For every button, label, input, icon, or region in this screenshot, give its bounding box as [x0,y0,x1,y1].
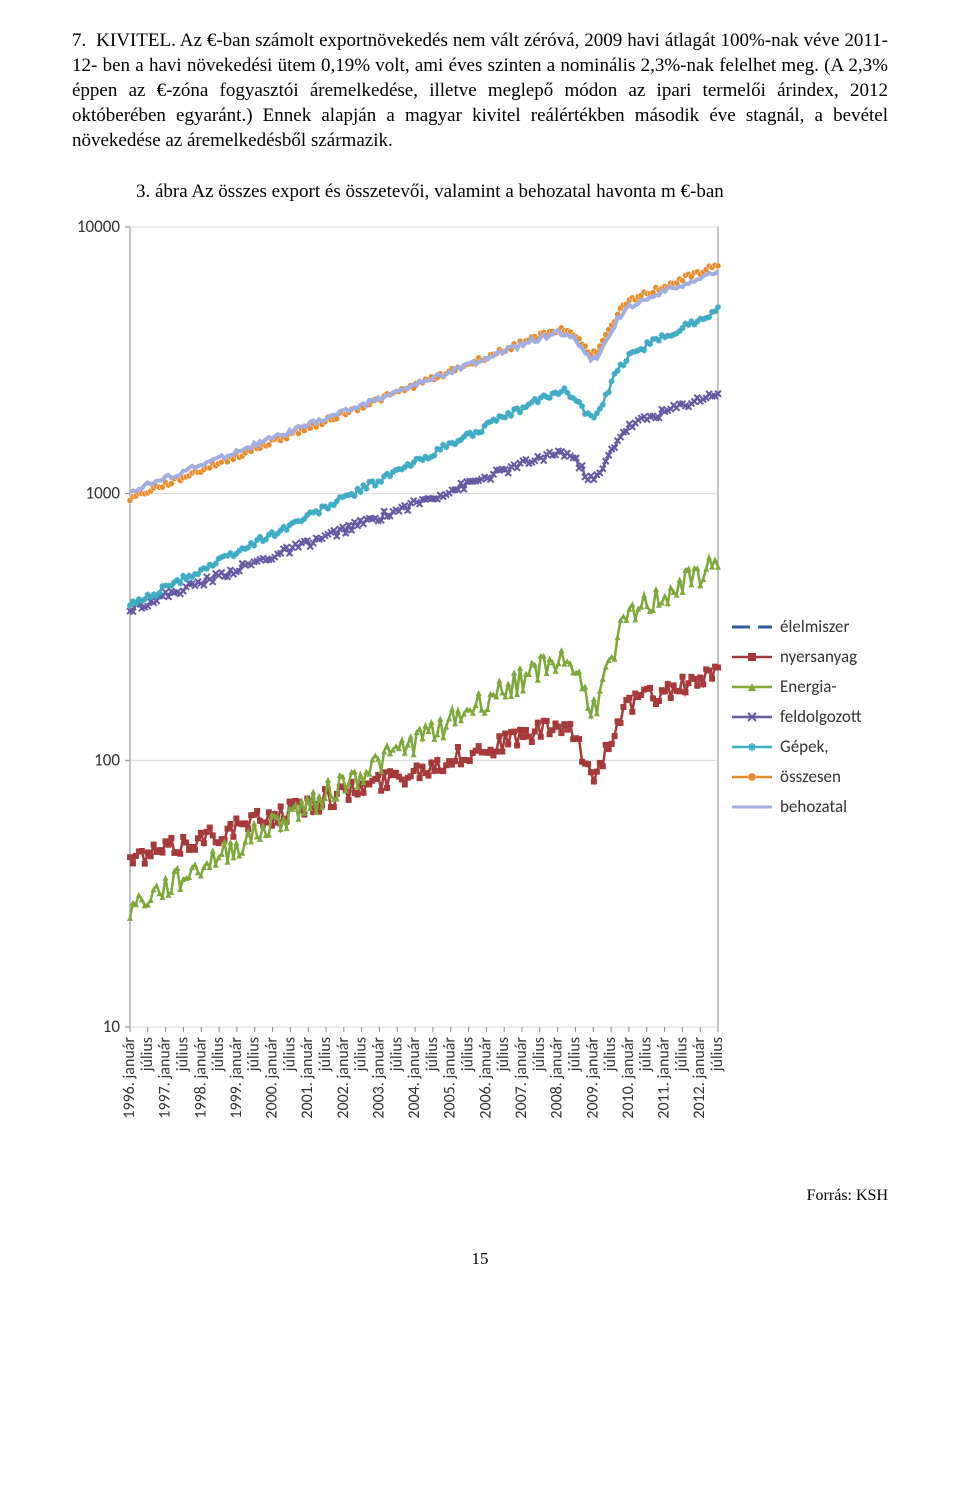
svg-text:Gépek,: Gépek, [780,736,829,757]
paragraph-text: 7. KIVITEL. Az €-ban számolt exportnövek… [72,28,888,153]
svg-text:július: július [672,1037,691,1072]
svg-text:július: július [387,1037,406,1072]
svg-text:1000: 1000 [86,483,121,504]
svg-text:július: július [708,1037,727,1072]
svg-text:1999. január: 1999. január [227,1037,246,1119]
svg-text:100: 100 [94,750,120,771]
svg-text:július: július [494,1037,513,1072]
svg-text:július: július [352,1037,371,1072]
svg-text:július: július [173,1037,192,1072]
svg-text:2011. január: 2011. január [655,1037,674,1119]
svg-text:2006. január: 2006. január [476,1037,495,1119]
svg-text:július: július [245,1037,264,1072]
svg-text:2007. január: 2007. január [512,1037,531,1119]
svg-text:nyersanyag: nyersanyag [780,646,857,667]
svg-text:2003. január: 2003. január [369,1037,388,1119]
page-number: 15 [72,1249,888,1269]
svg-text:2008. január: 2008. január [548,1037,567,1119]
figure-caption: 3. ábra Az összes export és összetevői, … [136,181,888,203]
line-chart: 101001000100001996. januárjúlius1997. ja… [72,217,888,1147]
svg-text:10000: 10000 [77,217,120,237]
svg-text:2001. január: 2001. január [298,1037,317,1119]
svg-text:július: július [637,1037,656,1072]
svg-text:Energia-: Energia- [780,676,837,697]
svg-text:július: július [423,1037,442,1072]
svg-text:július: július [316,1037,335,1072]
svg-text:2002. január: 2002. január [334,1037,353,1119]
svg-text:2005. január: 2005. január [441,1037,460,1119]
svg-text:2000. január: 2000. január [263,1037,282,1119]
svg-text:2004. január: 2004. január [405,1037,424,1119]
svg-text:július: július [565,1037,584,1072]
svg-text:élelmiszer: élelmiszer [780,616,849,637]
svg-text:július: július [138,1037,157,1072]
svg-text:július: július [459,1037,478,1072]
svg-text:2009. január: 2009. január [583,1037,602,1119]
svg-text:10: 10 [103,1016,121,1037]
source-label: Forrás: KSH [72,1187,888,1205]
svg-text:1996. január: 1996. január [120,1037,139,1119]
svg-text:július: július [209,1037,228,1072]
svg-text:1998. január: 1998. január [191,1037,210,1119]
svg-text:2010. január: 2010. január [619,1037,638,1119]
svg-text:július: július [601,1037,620,1072]
svg-text:július: július [280,1037,299,1072]
svg-text:július: július [530,1037,549,1072]
svg-text:összesen: összesen [780,766,841,787]
svg-text:1997. január: 1997. január [156,1037,175,1119]
svg-text:behozatal: behozatal [780,796,847,817]
chart-container: 101001000100001996. januárjúlius1997. ja… [72,217,888,1147]
svg-text:feldolgozott: feldolgozott [780,706,862,727]
svg-text:2012. január: 2012. január [690,1037,709,1119]
page: 7. KIVITEL. Az €-ban számolt exportnövek… [0,0,960,1329]
